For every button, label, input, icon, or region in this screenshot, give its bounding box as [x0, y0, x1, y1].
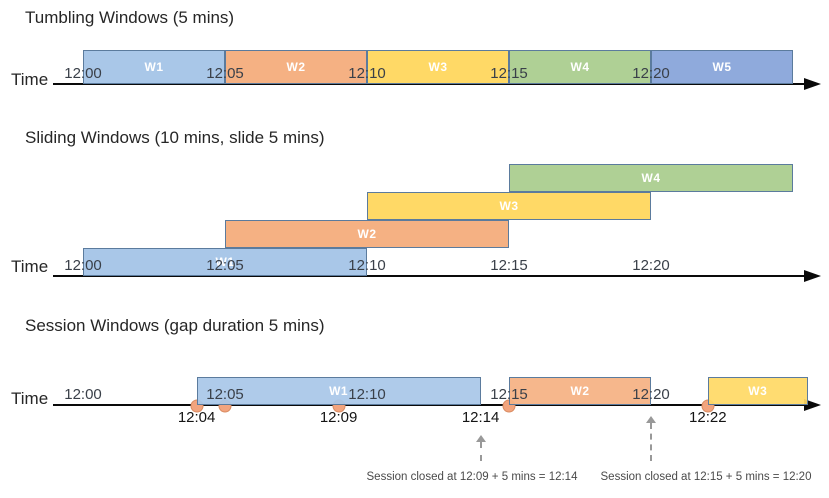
tick-label: 12:15 [490, 257, 528, 274]
window-label: W4 [641, 171, 661, 185]
window-sliding-w3: W3 [367, 192, 651, 220]
session-close-annotation: Session closed at 12:15 + 5 mins = 12:20 [600, 471, 812, 483]
section-title-session: Session Windows (gap duration 5 mins) [25, 316, 325, 335]
window-label: W4 [570, 60, 590, 74]
window-session-w1: W1 [196, 377, 481, 405]
window-label: W3 [428, 60, 448, 74]
event-dot [502, 399, 516, 413]
axis-arrow-icon [804, 399, 821, 411]
window-label: W5 [712, 60, 732, 74]
event-dot [332, 399, 346, 413]
window-sliding-w4: W4 [509, 164, 793, 192]
window-label: W1 [329, 384, 349, 398]
window-label: W1 [215, 255, 235, 269]
tick-label: 12:15 [490, 386, 528, 403]
event-time-label: 12:09 [319, 409, 358, 426]
event-time-label: 12:14 [461, 409, 500, 426]
window-label: W3 [499, 199, 519, 213]
window-sliding-w1: W1 [83, 248, 367, 276]
window-tumbling-w2: W2 [225, 50, 367, 84]
axis-arrow-icon [804, 270, 821, 282]
window-tumbling-w5: W5 [651, 50, 793, 84]
tick-label: 12:00 [64, 386, 102, 403]
axis-label-time-tumbling: Time [11, 70, 49, 89]
tick-label: 12:05 [206, 386, 244, 403]
dashed-arrow-icon [475, 435, 486, 442]
section-title-tumbling: Tumbling Windows (5 mins) [25, 8, 235, 27]
window-label: W2 [570, 384, 590, 398]
window-label: W2 [286, 60, 306, 74]
window-tumbling-w4: W4 [509, 50, 651, 84]
event-time-label: 12:04 [177, 409, 216, 426]
timeline-axis-sliding [53, 275, 806, 277]
event-dot [218, 399, 232, 413]
timeline-axis-session [53, 404, 806, 406]
window-session-w2: W2 [509, 377, 651, 405]
tick-label: 12:00 [64, 257, 102, 274]
window-label: W3 [748, 384, 768, 398]
window-sliding-w2: W2 [225, 220, 509, 248]
tick-label: 12:10 [348, 257, 386, 274]
tick-label: 12:15 [490, 65, 528, 82]
tick-label: 12:10 [348, 65, 386, 82]
tick-label: 12:10 [348, 386, 386, 403]
tick-label: 12:20 [632, 65, 670, 82]
tick-label: 12:20 [632, 386, 670, 403]
tick-label: 12:05 [206, 257, 244, 274]
window-label: W2 [357, 227, 377, 241]
session-close-annotation: Session closed at 12:09 + 5 mins = 12:14 [366, 471, 578, 483]
axis-arrow-icon [804, 78, 821, 90]
axis-label-time-session: Time [11, 389, 49, 408]
window-session-w3: W3 [707, 377, 808, 405]
dashed-arrow-icon [646, 416, 656, 423]
tick-label: 12:05 [206, 65, 244, 82]
dashed-arrow-line [650, 423, 652, 461]
event-dot [701, 399, 715, 413]
axis-label-time-sliding: Time [11, 257, 49, 276]
event-dot [190, 399, 204, 413]
section-title-sliding: Sliding Windows (10 mins, slide 5 mins) [25, 128, 325, 147]
window-tumbling-w3: W3 [367, 50, 509, 84]
dashed-arrow-line [479, 442, 482, 461]
tick-label: 12:20 [632, 257, 670, 274]
tick-label: 12:00 [64, 65, 102, 82]
event-time-label: 12:22 [689, 409, 727, 426]
window-label: W1 [144, 60, 164, 74]
window-tumbling-w1: W1 [83, 50, 225, 84]
timeline-axis-tumbling [53, 83, 806, 85]
